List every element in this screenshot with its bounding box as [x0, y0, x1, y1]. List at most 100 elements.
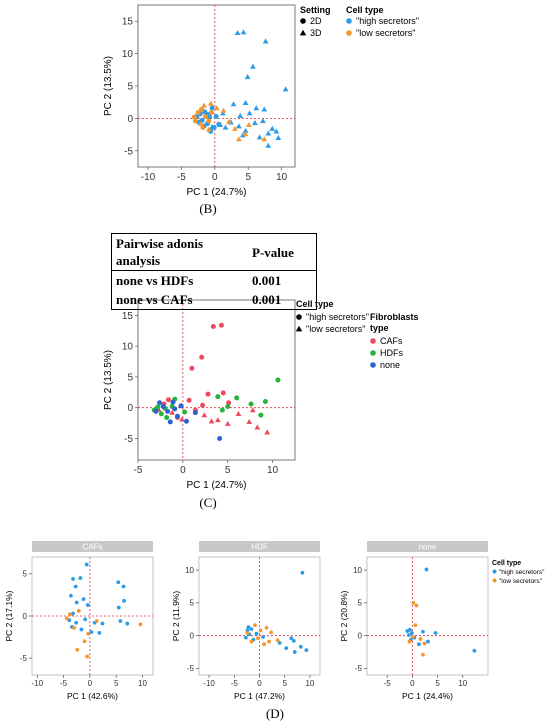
data-point	[275, 134, 282, 140]
data-point	[71, 611, 75, 616]
data-point	[197, 120, 204, 126]
data-point	[198, 106, 204, 112]
panel-b-label: (B)	[199, 201, 216, 216]
data-point	[246, 625, 251, 630]
y-tick-label: 5	[190, 599, 195, 608]
y-tick-label: 15	[122, 17, 134, 28]
data-point	[300, 570, 305, 575]
legend-color-label: none	[380, 360, 400, 370]
data-point	[215, 394, 221, 400]
facet-hdf-y-axis-label: PC 2 (11.9%)	[171, 591, 181, 642]
data-point	[67, 612, 72, 617]
data-point	[253, 623, 257, 628]
data-point	[219, 407, 225, 413]
legend-color-marker	[346, 30, 352, 36]
panel-b-y-axis-label: PC 2 (13.5%)	[103, 56, 114, 116]
data-point	[426, 639, 430, 644]
data-point	[422, 641, 427, 646]
y-tick-label: 0	[23, 612, 28, 621]
panel-b-chart: -10 -5 0 5 10 -5 0 5 10 15 PC 1 (24.7%) PC 2 (13.…	[103, 4, 419, 198]
data-point	[189, 365, 195, 371]
data-point	[122, 598, 126, 603]
data-point	[100, 621, 105, 626]
adonis-row-comparison: none vs CAFs	[116, 292, 193, 307]
data-point	[249, 407, 256, 413]
data-point	[236, 123, 242, 129]
data-point	[273, 128, 280, 134]
data-point	[417, 642, 421, 647]
table-row: none vs HDFs 0.001	[112, 271, 317, 291]
data-point	[74, 600, 79, 605]
panel-c-legend: Cell type "high secretors" "low secretors"…	[295, 299, 419, 370]
y-tick-label: 10	[122, 49, 134, 60]
x-tick-label: 5	[114, 679, 119, 688]
data-point	[240, 29, 247, 35]
data-point	[179, 416, 185, 422]
x-tick-label: -5	[177, 172, 186, 183]
data-point	[217, 435, 223, 441]
data-point	[170, 399, 176, 405]
data-point	[248, 401, 254, 407]
panel-c-chart: -5 0 5 10 -5 0 5 10 15 PC 1 (24.7%) PC 2 (13.5%)…	[103, 299, 419, 491]
data-point	[76, 609, 81, 613]
data-point	[83, 617, 88, 622]
data-point	[85, 603, 90, 607]
legend-color-marker	[492, 569, 497, 574]
data-point	[160, 403, 166, 409]
data-point	[178, 403, 184, 409]
panel-b-plot-frame	[137, 4, 296, 168]
facet-cafs-plot-area: -10 -5 0 5 10 -5 0 5	[20, 557, 153, 688]
table-row: none vs CAFs 0.001	[112, 290, 317, 310]
data-point	[236, 136, 242, 142]
data-point	[421, 652, 425, 657]
y-tick-label: 5	[23, 570, 28, 579]
data-point	[291, 639, 296, 643]
data-point	[169, 409, 175, 415]
data-point	[164, 415, 170, 421]
legend-color-marker	[370, 338, 376, 344]
y-tick-label: 0	[190, 631, 195, 640]
legend-color-label: "low secretors"	[499, 578, 543, 585]
data-point	[249, 627, 254, 632]
data-point	[220, 390, 226, 396]
data-point	[261, 136, 268, 142]
legend-color-title: Cell type	[492, 560, 521, 567]
data-point	[94, 619, 99, 623]
adonis-row-pvalue: 0.001	[252, 273, 282, 288]
facet-none-y-axis-label: PC 2 (20.8%)	[339, 590, 349, 641]
data-point	[72, 625, 76, 630]
legend-color-marker	[370, 350, 376, 356]
facet-strip-cafs-label: CAFs	[83, 543, 103, 552]
data-point	[166, 397, 172, 403]
data-point	[216, 121, 222, 127]
y-tick-label: -5	[355, 664, 363, 673]
data-point	[209, 105, 215, 111]
data-point	[230, 101, 237, 107]
panel-c-plot-area: -5 0 5 10 -5 0 5 10 15	[122, 300, 295, 476]
data-point	[254, 631, 259, 636]
panel-d-label: (D)	[266, 706, 284, 721]
data-point	[214, 417, 221, 423]
legend-color-label: CAFs	[380, 336, 403, 346]
data-point	[254, 424, 261, 430]
data-point	[407, 627, 412, 632]
data-point	[265, 130, 272, 136]
data-point	[275, 377, 281, 383]
data-point	[73, 584, 78, 589]
y-tick-label: 0	[127, 403, 133, 414]
data-point	[82, 639, 87, 644]
data-point	[246, 418, 253, 425]
x-tick-label: 0	[410, 679, 415, 688]
data-point	[418, 637, 423, 641]
legend-shape-label: "low secretors"	[306, 324, 365, 334]
adonis-header-analysis: Pairwise adonis analysis	[111, 233, 248, 271]
data-point	[84, 562, 89, 567]
data-point	[260, 118, 266, 124]
data-point	[265, 142, 272, 148]
data-point	[74, 620, 79, 625]
data-point	[282, 86, 289, 92]
facet-hdf-plot-area: -10 -5 0 5 10 -5 0 5 10	[185, 557, 320, 688]
data-point	[261, 106, 268, 112]
data-point	[220, 107, 227, 113]
